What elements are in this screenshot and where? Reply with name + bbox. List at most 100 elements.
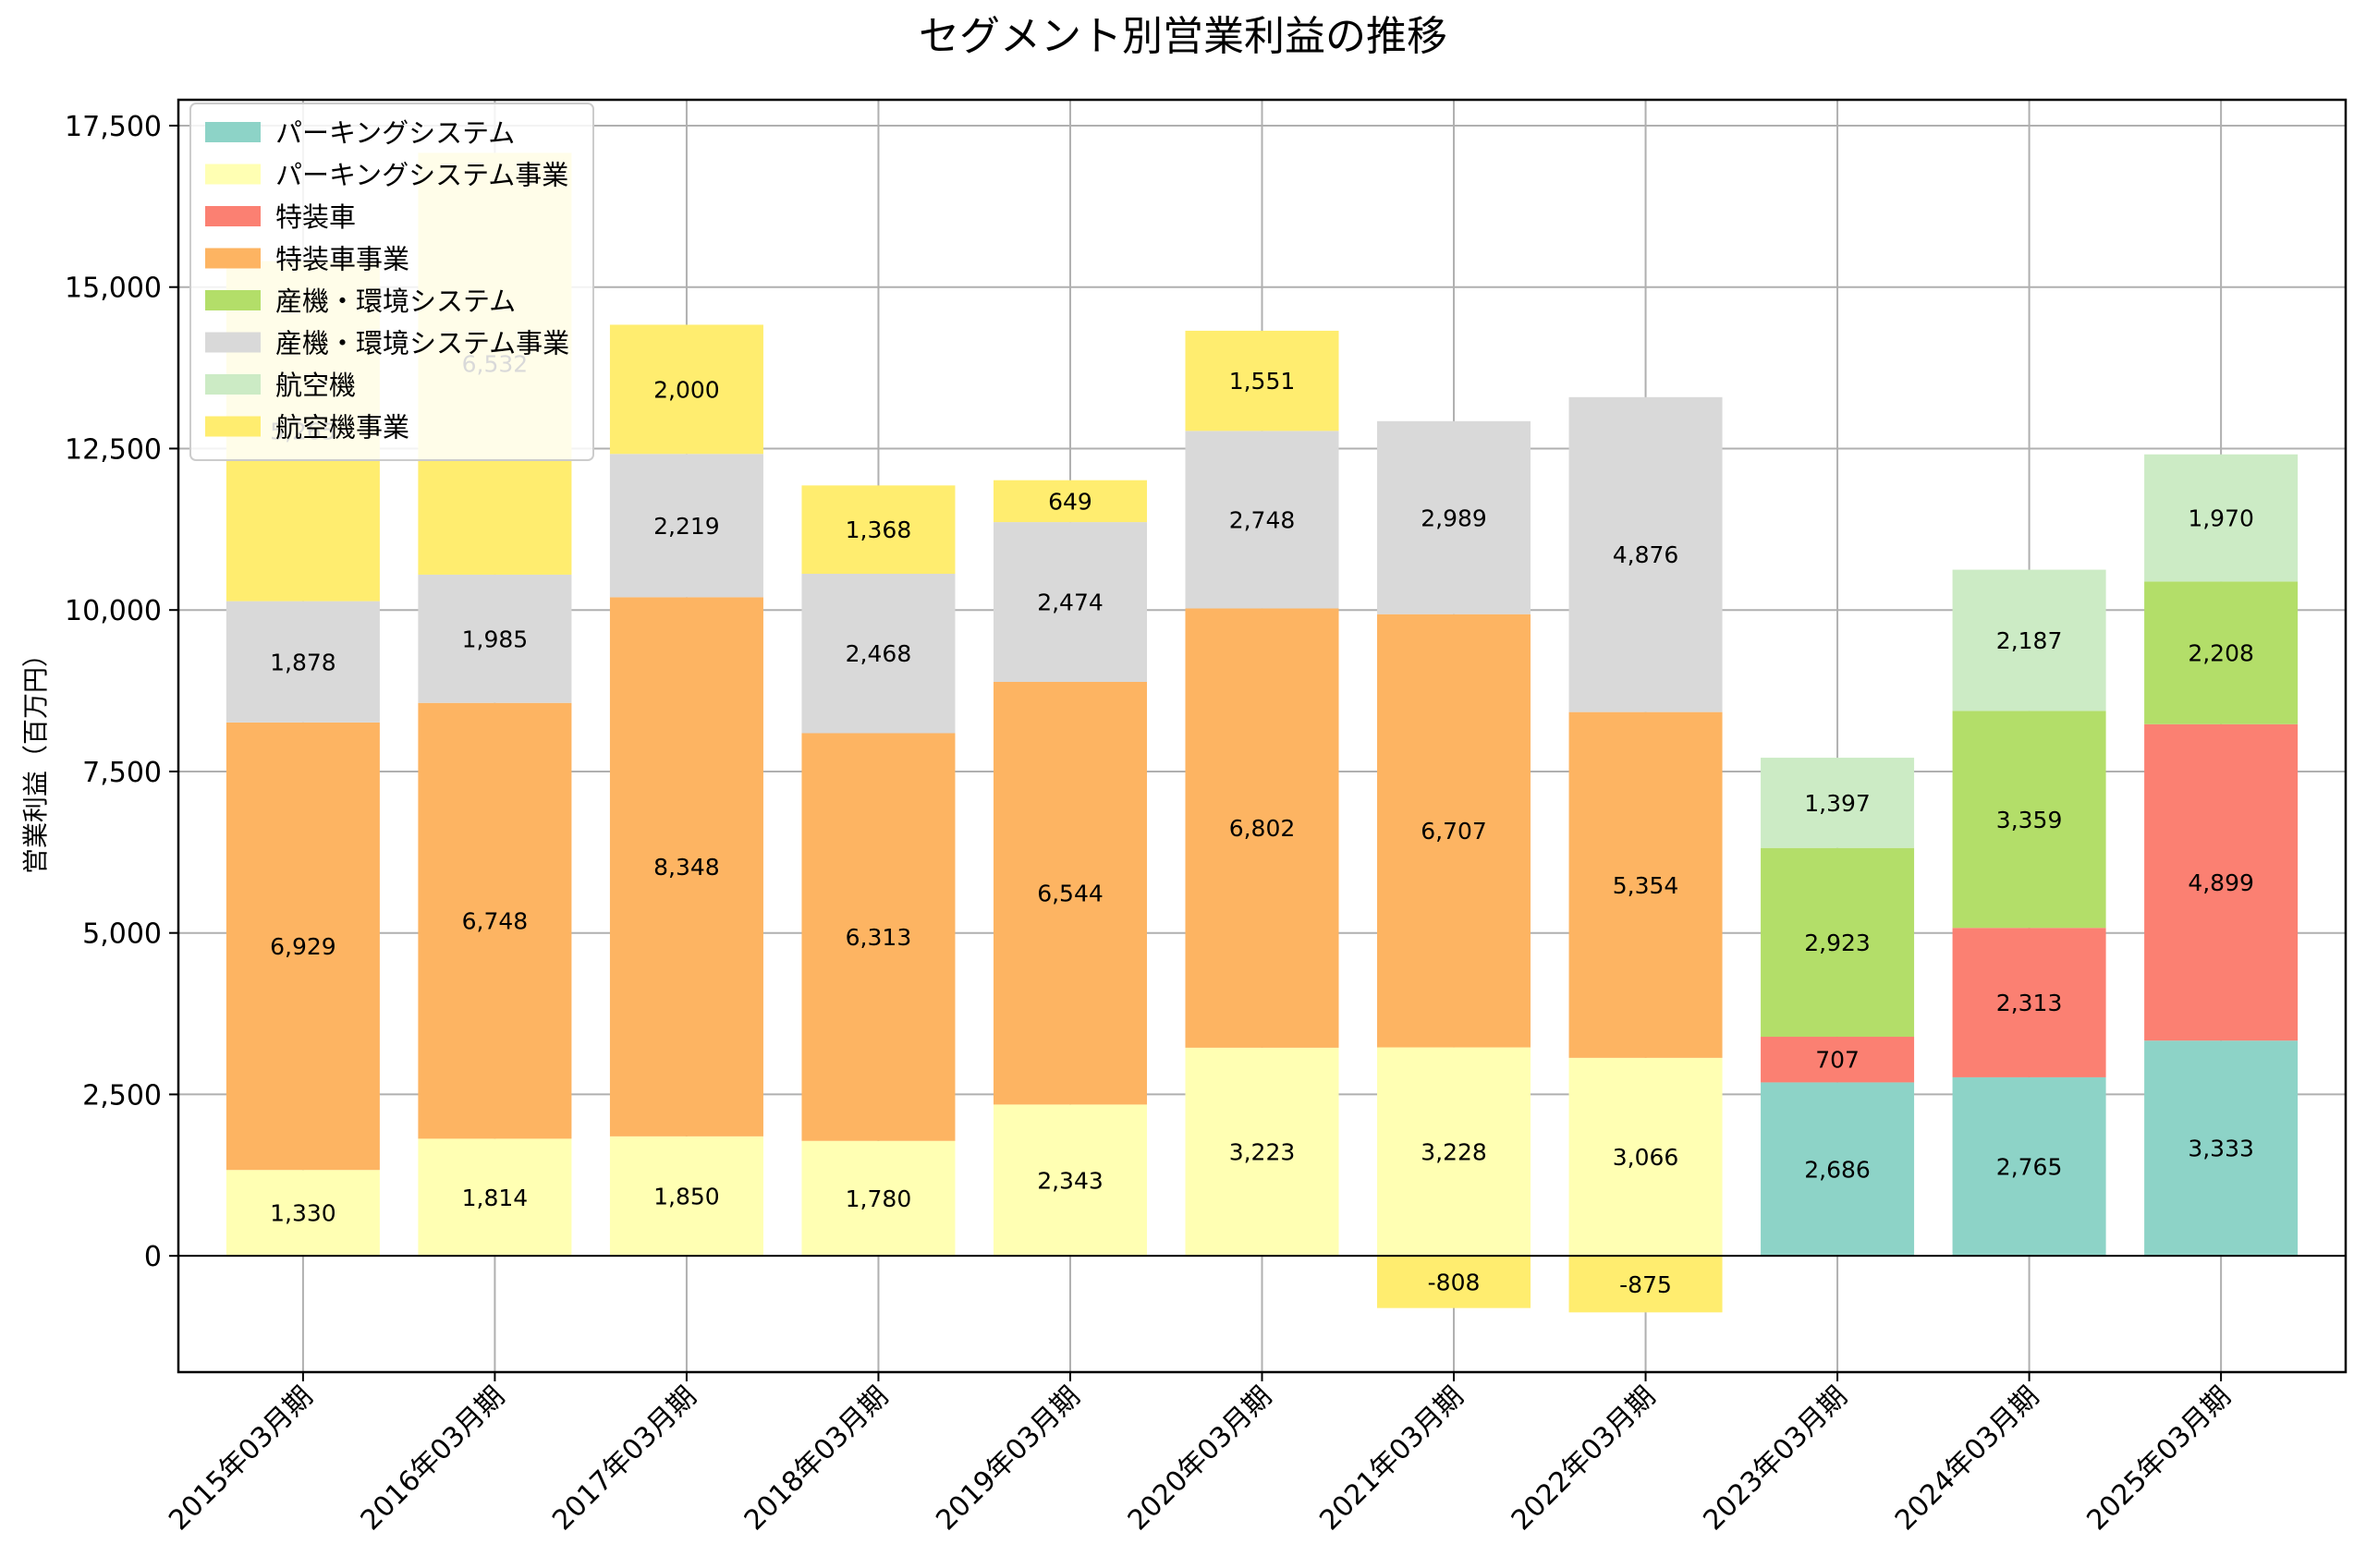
bar-segment [609,1136,763,1257]
bar-segment [1377,614,1531,1048]
data-label: 2,474 [1037,590,1104,616]
bar-segment [1952,1076,2106,1257]
y-tick-label: 5,000 [82,918,162,951]
bar-segment [1568,1256,1723,1313]
legend-label: 産機・環境システム [275,286,516,317]
bar-segment [1377,1047,1531,1257]
x-tick-label: 2017年03月期 [546,1380,702,1537]
data-label: 6,707 [1421,818,1487,845]
data-label: 3,359 [1996,807,2063,833]
data-label: 2,313 [1996,990,2063,1016]
bar-segment [609,324,763,455]
data-label: 8,348 [653,854,720,881]
legend-label: パーキングシステム [275,117,515,149]
data-label: 2,468 [846,640,912,667]
data-label: -875 [1619,1271,1672,1298]
legend-box [189,103,594,461]
y-tick-label: 12,500 [65,433,162,466]
bar-segment [226,1170,380,1257]
bar-segment [418,702,572,1139]
legend-swatch [205,122,261,142]
x-tick-label: 2016年03月期 [355,1380,511,1537]
data-label: 6,802 [1229,815,1296,842]
x-tick-label: 2019年03月期 [930,1380,1086,1537]
legend-label: パーキングシステム事業 [275,160,568,191]
data-label: -808 [1428,1269,1481,1295]
y-tick-label: 17,500 [65,111,162,143]
bar-segment [609,454,763,598]
legend-swatch [205,416,261,437]
data-label: 4,876 [1613,541,1679,568]
y-tick-label: 0 [144,1241,162,1273]
bar-segment [1952,569,2106,711]
x-tick-label: 2021年03月期 [1313,1380,1470,1537]
legend-swatch [205,374,261,395]
data-label: 2,765 [1996,1154,2063,1181]
data-label: 5,354 [1613,872,1679,899]
data-label: 2,686 [1804,1156,1871,1183]
data-label: 6,313 [846,924,912,951]
data-label: 2,219 [653,513,720,540]
bar-segment [418,1138,572,1257]
bar-segment [1185,1047,1339,1257]
x-tick-label: 2023年03月期 [1697,1380,1853,1537]
data-label: 6,929 [270,933,336,960]
data-label: 6,748 [462,908,529,935]
bar-segment [1952,928,2106,1077]
bar-segment [2144,454,2299,582]
data-label: 4,899 [2188,869,2254,896]
bar-segment [993,480,1147,523]
bar-segment [1568,1057,1723,1257]
data-label: 6,544 [1037,881,1104,907]
data-label: 2,208 [2188,640,2254,667]
legend-label: 航空機事業 [275,412,409,444]
legend-swatch [205,248,261,269]
legend-swatch [205,164,261,185]
data-label: 1,368 [846,517,912,543]
data-label: 1,878 [270,649,336,675]
y-tick-label: 2,500 [82,1079,162,1112]
bar-segment [1185,330,1339,432]
data-label: 2,187 [1996,627,2063,654]
bar-segment [801,1140,956,1257]
data-label: 2,000 [653,376,720,403]
legend-label: 特装車事業 [275,244,409,275]
data-label: 3,223 [1229,1139,1296,1166]
data-label: 1,397 [1804,790,1871,817]
legend-swatch [205,290,261,310]
data-label: 1,970 [2188,505,2254,532]
data-label: 707 [1815,1047,1860,1074]
legend-swatch [205,206,261,226]
x-tick-label: 2015年03月期 [163,1380,319,1537]
data-label: 1,780 [846,1185,912,1212]
bar-segment [1377,420,1531,614]
bar-segment [609,597,763,1136]
x-tick-label: 2025年03月期 [2080,1380,2237,1537]
data-label: 1,985 [462,626,529,652]
legend-label: 航空機 [275,370,356,401]
bar-segment [993,1104,1147,1257]
bar-segment [1185,608,1339,1048]
bar-segment [1185,431,1339,609]
bar-segment [1761,758,1915,848]
bar-segment [2144,1040,2299,1257]
legend-swatch [205,332,261,353]
bar-segment [1377,1256,1531,1308]
bar-segment [1761,847,1915,1038]
y-tick-label: 10,000 [65,595,162,627]
bar-segment [1568,711,1723,1058]
bar-segment [226,722,380,1171]
data-label: 1,551 [1229,368,1296,395]
data-label: 649 [1048,488,1092,515]
data-label: 1,850 [653,1184,720,1210]
data-label: 1,814 [462,1185,529,1211]
legend-label: 産機・環境システム事業 [275,328,569,359]
bar-segment [1761,1082,1915,1257]
data-label: 1,330 [270,1200,336,1227]
data-label: 2,923 [1804,930,1871,956]
data-label: 2,989 [1421,504,1487,531]
data-label: 3,333 [2188,1136,2254,1162]
bar-segment [226,601,380,723]
x-tick-label: 2022年03月期 [1506,1380,1662,1537]
